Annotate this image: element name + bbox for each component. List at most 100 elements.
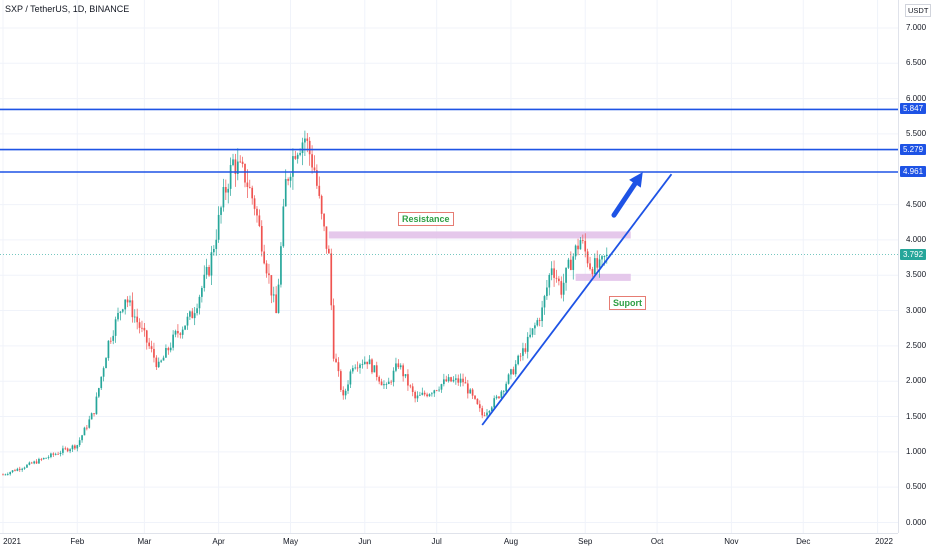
candle-body — [311, 154, 313, 168]
price-tick-label: 1.000 — [906, 446, 927, 456]
candle-body — [59, 452, 62, 454]
candle-body — [38, 458, 40, 464]
candle-body — [478, 404, 481, 409]
candle-body — [83, 427, 86, 436]
price-tick-label: 6.000 — [906, 93, 927, 103]
chart-area[interactable]: SXP / TetherUS, 1D, BINANCE Resistance S… — [0, 0, 898, 533]
candle-body — [174, 330, 177, 335]
candle-body — [64, 448, 67, 450]
candle-body — [344, 390, 347, 396]
candle-body — [316, 170, 318, 186]
candle-body — [452, 379, 455, 382]
candle-body — [407, 374, 409, 386]
candle-body — [131, 300, 134, 318]
arrow-head — [629, 172, 643, 188]
candle-body — [593, 258, 596, 275]
currency-label[interactable]: USDT — [905, 4, 932, 17]
candle-body — [26, 464, 28, 468]
time-axis[interactable]: 2021 Feb Mar Apr May Jun Jul Aug Sep Oct Nov Dec 202… — [0, 533, 898, 551]
candle-body — [189, 311, 191, 317]
time-tick-label: Feb — [70, 537, 85, 546]
candle-body — [512, 369, 515, 375]
candle-body — [258, 215, 261, 226]
candle-body — [335, 358, 337, 363]
candle-body — [100, 376, 103, 389]
price-tick-label: 6.500 — [906, 58, 927, 68]
time-tick-label: May — [282, 537, 299, 546]
candle-body — [124, 299, 127, 310]
candle-body — [66, 448, 69, 452]
candle-body — [570, 259, 572, 270]
candle-body — [71, 445, 74, 450]
candle-body — [145, 330, 148, 343]
candle-body — [294, 156, 297, 159]
candle-body — [502, 391, 505, 393]
time-tick-label: Jul — [431, 537, 442, 546]
candle-body — [474, 395, 476, 399]
candle-body — [42, 457, 45, 460]
candle-body — [141, 327, 143, 329]
time-tick-label: Oct — [650, 537, 664, 546]
candle-body — [416, 395, 419, 399]
candle-body — [33, 461, 35, 464]
resistance-zone — [328, 231, 631, 239]
candle-body — [224, 187, 227, 193]
support-zone — [575, 273, 631, 281]
price-tick-label: 1.500 — [906, 411, 927, 421]
candle-body — [272, 294, 275, 296]
candle-body — [162, 357, 165, 361]
candle-body — [387, 381, 390, 385]
time-tick-label: Aug — [503, 537, 519, 546]
candle-body — [299, 153, 301, 155]
candle-body — [440, 384, 443, 390]
time-tick-label: 2021 — [3, 537, 21, 546]
candle-body — [138, 322, 141, 328]
candle-body — [52, 453, 55, 455]
candle-body — [514, 364, 517, 375]
candle-body — [265, 263, 268, 274]
candle-body — [488, 411, 491, 413]
candle-body — [339, 371, 342, 390]
chart-svg[interactable] — [0, 0, 898, 533]
candle-body — [193, 313, 196, 319]
candle-body — [191, 311, 194, 319]
candle-body — [567, 259, 570, 268]
candle-body — [543, 296, 546, 308]
candle-body — [169, 347, 172, 351]
candle-body — [241, 161, 244, 165]
candle-body — [136, 316, 139, 323]
candle-body — [366, 361, 369, 365]
candle-body — [443, 379, 445, 385]
candle-body — [579, 240, 582, 250]
candle-body — [505, 383, 508, 392]
candle-body — [395, 363, 397, 371]
candle-body — [57, 453, 59, 455]
candle-body — [361, 364, 364, 365]
candle-body — [212, 248, 215, 253]
candle-body — [172, 334, 174, 348]
candle-body — [287, 179, 289, 181]
candle-body — [481, 408, 484, 416]
candle-body — [347, 384, 349, 391]
candle-body — [129, 300, 131, 303]
candle-body — [215, 239, 218, 249]
candle-body — [589, 263, 591, 270]
candle-body — [107, 340, 110, 359]
candle-body — [476, 398, 479, 405]
candle-body — [500, 391, 503, 399]
candle-body — [114, 319, 117, 336]
price-axis[interactable]: USDT 0.000 0.500 1.000 1.500 2.000 2.500 3.000… — [898, 0, 932, 533]
candle-body — [210, 252, 213, 276]
candle-body — [280, 246, 282, 285]
price-tick-label: 3.000 — [906, 305, 927, 315]
price-tick-label: 3.500 — [906, 270, 927, 280]
candle-body — [368, 359, 371, 365]
candle-body — [148, 342, 151, 347]
candle-body — [232, 159, 234, 166]
candle-body — [150, 346, 153, 349]
candle-body — [133, 316, 136, 318]
candle-body — [205, 266, 208, 275]
candle-body — [541, 307, 543, 322]
candle-body — [90, 413, 93, 420]
candle-body — [574, 245, 577, 257]
